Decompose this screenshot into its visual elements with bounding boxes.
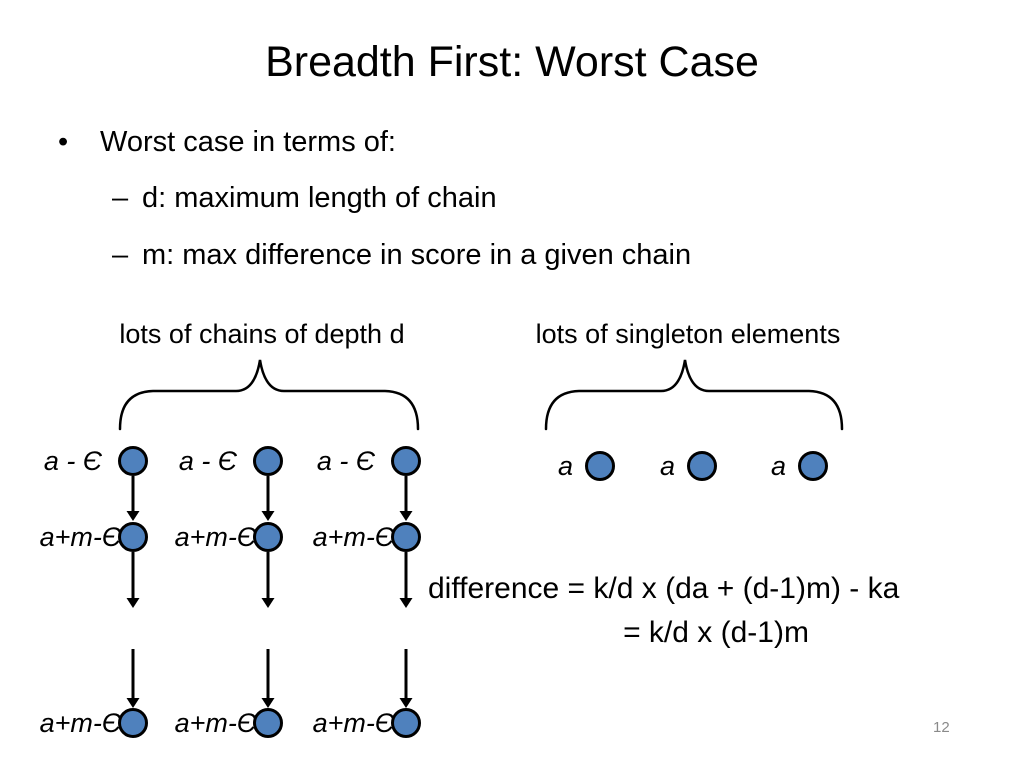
bullet-item-sub-d: – d: maximum length of chain	[112, 180, 497, 217]
chain-node	[391, 446, 421, 476]
dash-icon: –	[112, 182, 129, 214]
chain-node	[391, 522, 421, 552]
chain-node	[253, 522, 283, 552]
chain-node-label: a - Є	[179, 446, 238, 476]
down-arrow	[126, 552, 140, 608]
chain-1: a - Є a+m-Є a+m-Є	[40, 446, 148, 738]
chain-node	[118, 446, 148, 476]
down-arrow	[261, 649, 275, 708]
left-brace-shape	[118, 359, 420, 431]
chain-node-label: a+m-Є	[175, 522, 257, 552]
chain-node	[253, 708, 283, 738]
equation-line1: difference = k/d x (da + (d-1)m) - ka	[428, 572, 900, 605]
singleton-3: a	[771, 451, 828, 481]
down-arrow	[126, 649, 140, 708]
right-brace-shape	[544, 359, 844, 431]
down-arrow	[399, 649, 413, 708]
chain-node	[391, 708, 421, 738]
arrow-head-icon	[399, 511, 413, 521]
arrow-head-icon	[126, 598, 140, 608]
singleton-node	[687, 451, 717, 481]
down-arrow	[399, 476, 413, 521]
slide-title: Breadth First: Worst Case	[265, 38, 759, 86]
singleton-label: a	[660, 451, 675, 481]
equation-line2: = k/d x (d-1)m	[623, 616, 809, 649]
arrow-head-icon	[126, 698, 140, 708]
singleton-label: a	[558, 451, 573, 481]
chain-node-label: a - Є	[44, 446, 103, 476]
chain-node-label: a+m-Є	[313, 522, 395, 552]
chain-3: a - Є a+m-Є a+m-Є	[313, 446, 421, 738]
down-arrow	[261, 476, 275, 521]
chain-node-label: a+m-Є	[40, 708, 122, 738]
singleton-node	[585, 451, 615, 481]
down-arrow	[126, 476, 140, 521]
chain-node-label: a+m-Є	[313, 708, 395, 738]
dash-icon: –	[112, 239, 129, 271]
down-arrow	[261, 552, 275, 608]
singletons-group-label: lots of singleton elements	[536, 319, 841, 349]
diagram-svg: lots of chains of depth d lots of single…	[40, 319, 900, 738]
page-number: 12	[933, 719, 950, 736]
bullet-icon: •	[58, 126, 69, 158]
arrow-head-icon	[261, 698, 275, 708]
singleton-label: a	[771, 451, 786, 481]
singleton-node	[798, 451, 828, 481]
arrow-head-icon	[126, 511, 140, 521]
bullet-item-main: • Worst case in terms of:	[58, 124, 396, 161]
bullet-text: m: max difference in score in a given ch…	[142, 239, 692, 271]
chain-node-label: a - Є	[317, 446, 376, 476]
chain-2: a - Є a+m-Є a+m-Є	[175, 446, 283, 738]
bullet-item-sub-m: – m: max difference in score in a given c…	[112, 237, 691, 274]
chain-node	[118, 522, 148, 552]
chain-node-label: a+m-Є	[40, 522, 122, 552]
arrow-head-icon	[261, 598, 275, 608]
bullet-text: Worst case in terms of:	[100, 126, 396, 158]
chain-node	[253, 446, 283, 476]
singleton-2: a	[660, 451, 717, 481]
bullet-text: d: maximum length of chain	[142, 182, 497, 214]
down-arrow	[399, 552, 413, 608]
arrow-head-icon	[399, 698, 413, 708]
chains-group-label: lots of chains of depth d	[119, 319, 404, 349]
singleton-1: a	[558, 451, 615, 481]
arrow-head-icon	[399, 598, 413, 608]
chain-node	[118, 708, 148, 738]
chain-node-label: a+m-Є	[175, 708, 257, 738]
arrow-head-icon	[261, 511, 275, 521]
